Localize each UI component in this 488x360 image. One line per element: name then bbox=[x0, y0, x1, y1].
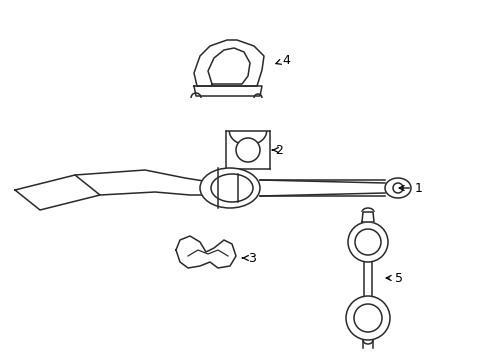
Text: 2: 2 bbox=[272, 144, 282, 157]
Text: 3: 3 bbox=[242, 252, 255, 265]
Polygon shape bbox=[194, 40, 264, 86]
Ellipse shape bbox=[384, 178, 410, 198]
Polygon shape bbox=[225, 131, 269, 169]
Circle shape bbox=[392, 183, 402, 193]
Text: 4: 4 bbox=[275, 54, 289, 67]
Polygon shape bbox=[194, 86, 262, 96]
Circle shape bbox=[347, 222, 387, 262]
Circle shape bbox=[346, 296, 389, 340]
Polygon shape bbox=[361, 212, 373, 222]
Circle shape bbox=[354, 229, 380, 255]
Polygon shape bbox=[260, 180, 384, 196]
Ellipse shape bbox=[210, 174, 252, 202]
Text: 1: 1 bbox=[398, 181, 422, 194]
Circle shape bbox=[236, 138, 260, 162]
Ellipse shape bbox=[200, 168, 260, 208]
Polygon shape bbox=[260, 180, 384, 196]
Polygon shape bbox=[176, 236, 236, 268]
Circle shape bbox=[353, 304, 381, 332]
Text: 5: 5 bbox=[386, 271, 402, 284]
Polygon shape bbox=[15, 175, 100, 210]
